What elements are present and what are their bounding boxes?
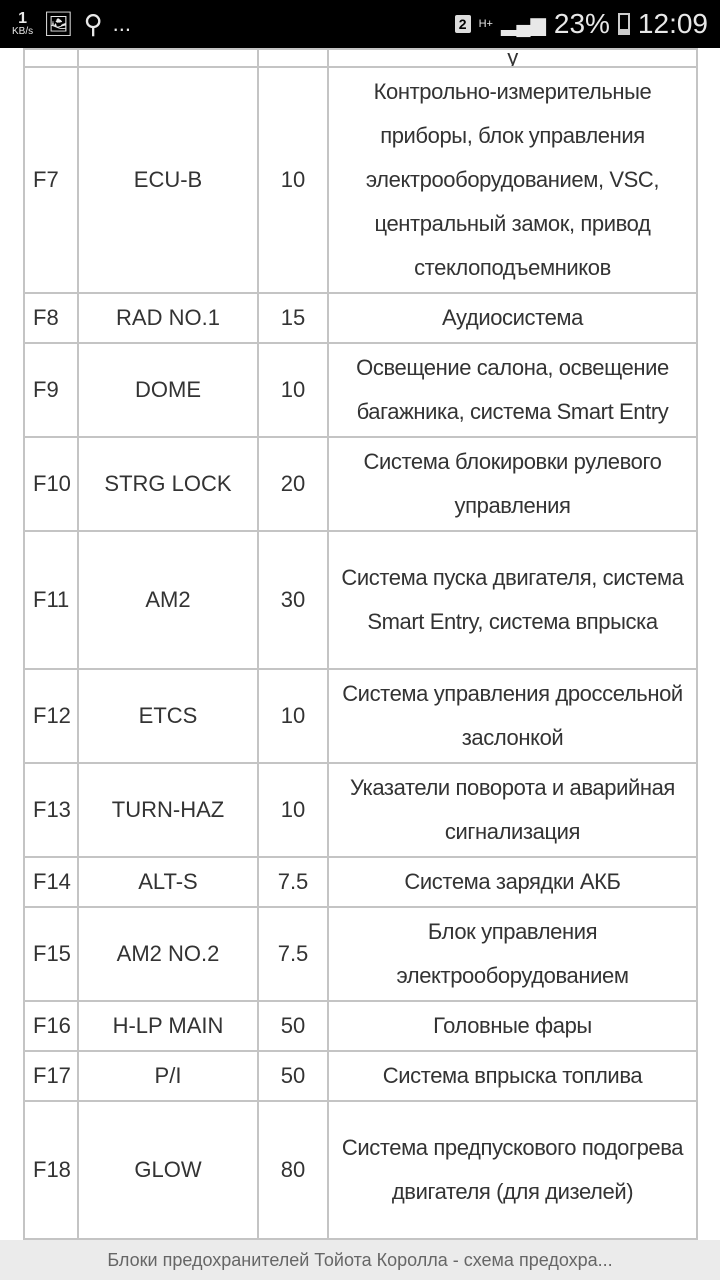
fuse-description: Блок управления электрооборудованием bbox=[327, 906, 698, 1002]
network-speed: 1 KB/s bbox=[12, 11, 33, 37]
fuse-name: ECU-B bbox=[77, 66, 259, 294]
network-speed-unit: KB/s bbox=[12, 26, 34, 37]
fuse-id bbox=[23, 48, 79, 68]
fuse-name: GLOW bbox=[77, 1100, 259, 1240]
table-row: F15 AM2 NO.2 7.5 Блок управления электрообо… bbox=[23, 906, 698, 1002]
battery-fill bbox=[619, 28, 628, 33]
table-row: F18 GLOW 80 Система предпускового подогрева… bbox=[23, 1100, 698, 1240]
fuse-amperage: 50 bbox=[257, 1050, 329, 1102]
more-notifications: ... bbox=[112, 11, 131, 36]
page-title: Блоки предохранителей Тойота Королла - с… bbox=[107, 1250, 613, 1270]
fuse-table: у F7 ECU-B 10 Контрольно-измерительные прибо… bbox=[23, 48, 698, 1280]
fuse-description: Система впрыска топлива bbox=[327, 1050, 698, 1102]
fuse-amperage: 15 bbox=[257, 292, 329, 344]
page-title-bar[interactable]: Блоки предохранителей Тойота Королла - с… bbox=[0, 1240, 720, 1280]
table-row: F9 DOME 10 Освещение салона, освещение бага… bbox=[23, 342, 698, 438]
network-type-icon: H+ bbox=[478, 18, 493, 30]
fuse-amperage: 10 bbox=[257, 342, 329, 438]
table-row: F14 ALT-S 7.5 Система зарядки АКБ bbox=[23, 856, 698, 908]
table-row: F11 AM2 30 Система пуска двигателя, система… bbox=[23, 530, 698, 670]
fuse-description: Контрольно-измерительные приборы, блок у… bbox=[327, 66, 698, 294]
fuse-description: Система блокировки рулевого управления bbox=[327, 436, 698, 532]
fuse-name: STRG LOCK bbox=[77, 436, 259, 532]
table-row: F7 ECU-B 10 Контрольно-измерительные прибор… bbox=[23, 66, 698, 294]
table-row: F8 RAD NO.1 15 Аудиосистема bbox=[23, 292, 698, 344]
table-row: F12 ETCS 10 Система управления дроссельной … bbox=[23, 668, 698, 764]
fuse-name: ALT-S bbox=[77, 856, 259, 908]
fuse-id: F18 bbox=[23, 1100, 79, 1240]
network-speed-value: 1 bbox=[18, 10, 28, 27]
fuse-id: F9 bbox=[23, 342, 79, 438]
fuse-description: у bbox=[327, 48, 698, 68]
fuse-description: Система предпускового подогрева двигател… bbox=[327, 1100, 698, 1240]
fuse-description: Аудиосистема bbox=[327, 292, 698, 344]
battery-percent: 23% bbox=[553, 8, 610, 39]
fuse-description: Головные фары bbox=[327, 1000, 698, 1052]
fuse-amperage: 80 bbox=[257, 1100, 329, 1240]
status-bar: 1 KB/s 🖼 ⚲ ... 2 H+ ▂▄▆ 23% 12:09 bbox=[0, 0, 720, 48]
table-row: F13 TURN-HAZ 10 Указатели поворота и аварий… bbox=[23, 762, 698, 858]
fuse-name: TURN-HAZ bbox=[77, 762, 259, 858]
fuse-amperage: 10 bbox=[257, 66, 329, 294]
table-row: у bbox=[23, 48, 698, 68]
fuse-id: F16 bbox=[23, 1000, 79, 1052]
fuse-name: RAD NO.1 bbox=[77, 292, 259, 344]
fuse-amperage: 50 bbox=[257, 1000, 329, 1052]
fuse-name: ETCS bbox=[77, 668, 259, 764]
fuse-description: Система пуска двигателя, система Smart E… bbox=[327, 530, 698, 670]
fuse-amperage: 30 bbox=[257, 530, 329, 670]
fuse-description: Система управления дроссельной заслонкой bbox=[327, 668, 698, 764]
fuse-description: Освещение салона, освещение багажника, с… bbox=[327, 342, 698, 438]
fuse-id: F15 bbox=[23, 906, 79, 1002]
fuse-name bbox=[77, 48, 259, 68]
fuse-id: F12 bbox=[23, 668, 79, 764]
fuse-name: H-LP MAIN bbox=[77, 1000, 259, 1052]
fuse-name: AM2 bbox=[77, 530, 259, 670]
fuse-name: P/I bbox=[77, 1050, 259, 1102]
fuse-id: F7 bbox=[23, 66, 79, 294]
fuse-amperage: 10 bbox=[257, 762, 329, 858]
fuse-amperage: 10 bbox=[257, 668, 329, 764]
fuse-amperage: 7.5 bbox=[257, 906, 329, 1002]
battery-icon bbox=[617, 13, 630, 35]
fuse-id: F10 bbox=[23, 436, 79, 532]
fuse-id: F14 bbox=[23, 856, 79, 908]
fuse-amperage: 7.5 bbox=[257, 856, 329, 908]
fuse-id: F17 bbox=[23, 1050, 79, 1102]
fuse-id: F11 bbox=[23, 530, 79, 670]
table-row: F10 STRG LOCK 20 Система блокировки рулевог… bbox=[23, 436, 698, 532]
search-icon: ⚲ bbox=[83, 8, 103, 39]
clock: 12:09 bbox=[637, 8, 708, 39]
signal-icon: ▂▄▆ bbox=[500, 13, 546, 36]
table-row: F17 P/I 50 Система впрыска топлива bbox=[23, 1050, 698, 1102]
fuse-amperage: 20 bbox=[257, 436, 329, 532]
fuse-amperage bbox=[257, 48, 329, 68]
fuse-description: Указатели поворота и аварийная сигнализа… bbox=[327, 762, 698, 858]
fuse-id: F13 bbox=[23, 762, 79, 858]
fuse-description: Система зарядки АКБ bbox=[327, 856, 698, 908]
table-row: F16 H-LP MAIN 50 Головные фары bbox=[23, 1000, 698, 1052]
sim-icon: 2 bbox=[454, 15, 471, 33]
fuse-name: DOME bbox=[77, 342, 259, 438]
gallery-icon: 🖼 bbox=[43, 10, 74, 38]
fuse-id: F8 bbox=[23, 292, 79, 344]
fuse-name: AM2 NO.2 bbox=[77, 906, 259, 1002]
